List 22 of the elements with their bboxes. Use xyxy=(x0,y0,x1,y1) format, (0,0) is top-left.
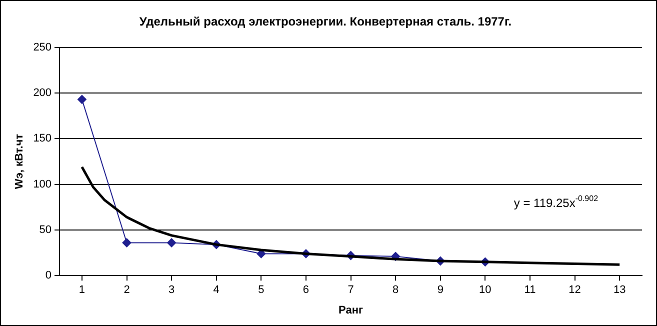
x-tick-label: 10 xyxy=(479,284,492,296)
x-tick-label: 4 xyxy=(213,284,220,296)
chart-title: Удельный расход электроэнергии. Конвертерная сталь. 1977г. xyxy=(139,14,512,29)
x-tick-label: 1 xyxy=(78,284,86,296)
x-tick-label: 12 xyxy=(568,284,581,296)
x-tick-label: 13 xyxy=(613,284,626,296)
x-axis-title: Ранг xyxy=(338,304,364,316)
x-tick-label: 5 xyxy=(258,284,264,296)
x-tick-label: 7 xyxy=(348,284,354,296)
y-tick-label: 150 xyxy=(33,132,52,145)
y-axis-title: Wэ, кВт.чт xyxy=(14,133,26,190)
x-tick-label: 8 xyxy=(392,284,399,296)
x-tick-label: 11 xyxy=(524,284,536,296)
y-tick-label: 100 xyxy=(33,178,52,190)
x-tick-label: 9 xyxy=(437,284,444,296)
x-tick-label: 6 xyxy=(302,284,310,296)
x-tick-label: 2 xyxy=(124,284,130,296)
y-tick-label: 250 xyxy=(33,41,52,54)
x-tick-label: 3 xyxy=(168,284,175,296)
y-tick-label: 200 xyxy=(33,87,52,100)
y-tick-label: 0 xyxy=(45,270,52,282)
y-tick-label: 50 xyxy=(39,224,52,236)
